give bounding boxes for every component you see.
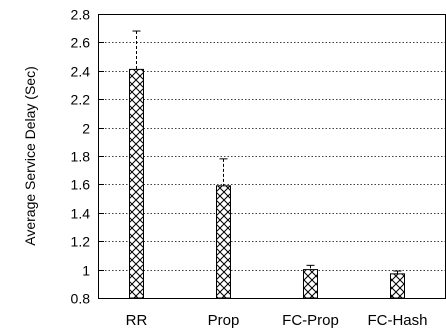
bar-prop <box>216 185 231 299</box>
bar-fc-hash <box>390 273 405 299</box>
y-tick-label: 2.4 <box>71 64 91 80</box>
y-tick-label: 2.2 <box>71 92 91 108</box>
y-axis-ticks: 0.8 1 1.2 1.4 1.6 1.8 2 2.2 2.4 2.6 2.8 <box>71 7 104 307</box>
grid-lines <box>98 42 446 271</box>
bars <box>129 68 405 299</box>
x-category-label: FC-Prop <box>282 312 339 329</box>
x-category-label: RR <box>126 312 148 329</box>
y-axis-title: Average Service Delay (Sec) <box>22 66 38 245</box>
x-category-label: Prop <box>208 312 240 329</box>
y-tick-label: 2.6 <box>71 35 91 51</box>
y-tick-label: 2 <box>82 121 90 137</box>
y-tick-label: 2.8 <box>71 7 91 23</box>
bar-rr <box>129 68 144 299</box>
x-axis-labels: RR Prop FC-Prop FC-Hash <box>126 312 428 329</box>
x-category-label: FC-Hash <box>367 312 427 329</box>
y-tick-label: 1.4 <box>71 206 91 222</box>
y-tick-label: 0.8 <box>71 291 91 307</box>
y-tick-label: 1.6 <box>71 177 91 193</box>
y-tick-label: 1.8 <box>71 149 91 165</box>
error-bars <box>132 30 402 274</box>
y-tick-label: 1.2 <box>71 234 91 250</box>
bar-fc-prop <box>303 269 318 299</box>
y-tick-label: 1 <box>82 263 90 279</box>
